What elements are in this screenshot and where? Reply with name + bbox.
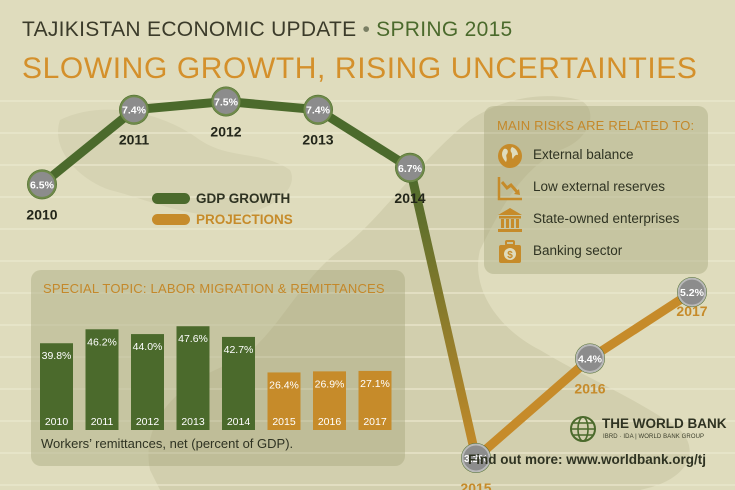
bar-category-label: 2017 [363,416,387,428]
transition-line [405,163,481,463]
bar [358,370,392,430]
data-point [461,443,491,473]
bar-category-label: 2011 [91,416,114,428]
risk-label: External balance [533,147,634,162]
headline: SLOWING GROWTH, RISING UNCERTAINTIES [22,52,698,85]
bar-category-label: 2016 [318,416,342,428]
bar-category-label: 2013 [181,416,205,428]
briefcase-dollar-icon: $ [499,240,521,263]
year-label: 2017 [676,303,707,319]
year-label: 2013 [302,132,333,148]
data-point [575,343,605,373]
bar-value-label: 26.4% [269,379,299,391]
data-label: 6.5% [30,179,55,191]
data-label: 7.5% [214,96,239,108]
remittances-bar-chart: 39.8% 2010 46.2% 2011 44.0% 2012 47.6% 2013 42.7… [40,326,392,430]
year-label: 2015 [460,480,491,490]
falling-chart-icon [497,177,522,201]
risk-item-banking-sector: $ Banking sector [496,238,701,266]
year-label: 2012 [210,123,241,139]
bar [40,343,73,430]
legend-label-projection: PROJECTIONS [196,212,293,228]
risk-label: Low external reserves [533,179,666,194]
bar-value-label: 47.6% [178,333,208,345]
data-point [119,95,149,125]
remittances-caption: Workers’ remittances, net (percent of GD… [41,436,294,451]
bar-category-label: 2015 [272,416,296,428]
risk-item-external-balance: External balance [496,142,701,170]
data-label: 5.2% [680,287,705,299]
year-label: 2016 [574,380,605,396]
special-topic-title: SPECIAL TOPIC: LABOR MIGRATION & REMITTA… [43,281,385,296]
building-icon [498,208,522,232]
year-label: 2011 [119,132,150,148]
globe-icon [498,144,522,168]
data-label: 7.4% [122,105,147,117]
bar [176,326,210,430]
legend-projections: PROJECTIONS [152,211,293,229]
svg-text:$: $ [507,250,513,261]
data-point [395,153,425,183]
bar-category-label: 2012 [136,416,160,428]
bar [85,329,119,430]
year-label: 2014 [394,190,425,206]
bar-value-label: 27.1% [360,378,390,390]
world-bank-logo: THE WORLD BANK IBRD · IDA | WORLD BANK G… [568,414,727,446]
legend-gdp-growth: GDP GROWTH [152,190,290,208]
title-separator: • [362,18,371,41]
map-silhouette-2 [58,109,292,216]
data-point [211,86,241,116]
bar-value-label: 39.8% [42,350,72,362]
data-label: 6.7% [398,163,423,175]
bar-value-label: 46.2% [87,336,117,348]
bar-value-label: 44.0% [133,341,163,353]
data-point [303,95,333,125]
report-title: TAJIKISTAN ECONOMIC UPDATE • SPRING 2015 [22,18,513,42]
data-label: 7.4% [306,105,331,117]
risks-title: MAIN RISKS ARE RELATED TO: [497,118,695,133]
world-bank-name: THE WORLD BANK [602,416,727,431]
report-season: SPRING 2015 [376,18,513,41]
legend-swatch-projection [152,214,190,226]
data-point [677,277,707,307]
legend-label-actual: GDP GROWTH [196,191,291,207]
risk-label: Banking sector [533,243,623,258]
report-title-text: TAJIKISTAN ECONOMIC UPDATE [22,18,357,41]
bar-category-label: 2014 [227,416,251,428]
legend-swatch-actual [152,193,190,205]
bar [267,372,301,430]
world-bank-globe-icon [570,416,596,442]
data-label: 4.4% [578,353,603,365]
find-out-more-link[interactable]: Find out more: www.worldbank.org/tj [468,452,706,467]
risks-panel: MAIN RISKS ARE RELATED TO: External bala… [484,106,708,274]
year-label: 2010 [26,206,57,222]
bar-value-label: 42.7% [224,344,254,356]
remittances-panel: SPECIAL TOPIC: LABOR MIGRATION & REMITTA… [31,270,405,466]
risk-item-state-owned-enterprises: State-owned enterprises [496,206,701,234]
risk-label: State-owned enterprises [533,211,680,226]
risk-item-low-external-reserves: Low external reserves [496,174,701,202]
bar [131,334,164,430]
data-label: 3.2% [464,453,489,465]
data-point [27,169,57,199]
bar [313,371,346,430]
bar-value-label: 26.9% [315,378,345,390]
world-bank-subtitle: IBRD · IDA | WORLD BANK GROUP [603,434,705,440]
bar [222,336,255,430]
bar-category-label: 2010 [45,416,69,428]
